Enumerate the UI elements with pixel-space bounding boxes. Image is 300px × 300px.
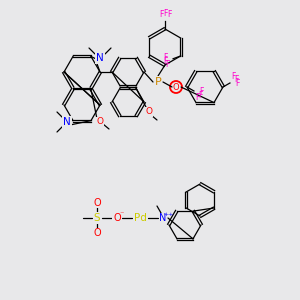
Text: F: F: [196, 93, 200, 102]
Text: ⁻: ⁻: [120, 209, 124, 218]
Text: S: S: [94, 213, 100, 223]
Text: O: O: [93, 228, 101, 238]
Text: F: F: [232, 72, 236, 81]
Text: N: N: [159, 213, 167, 223]
Text: F: F: [236, 79, 240, 88]
Text: F: F: [199, 91, 203, 100]
Text: F: F: [200, 86, 204, 95]
Text: O: O: [93, 198, 101, 208]
Text: N: N: [63, 117, 71, 127]
Text: P: P: [154, 77, 161, 87]
Text: F: F: [167, 10, 171, 19]
Text: O: O: [113, 213, 121, 223]
Text: N: N: [96, 53, 104, 63]
Text: F: F: [163, 53, 167, 62]
Text: F: F: [164, 57, 168, 66]
Text: Pd: Pd: [134, 213, 146, 223]
Text: F: F: [159, 10, 163, 19]
Text: O: O: [173, 82, 179, 91]
Text: F: F: [166, 60, 170, 69]
Text: F: F: [163, 8, 167, 17]
Text: O: O: [97, 118, 104, 127]
Text: O: O: [146, 107, 152, 116]
Text: ++: ++: [164, 212, 174, 217]
Text: F: F: [235, 74, 239, 83]
